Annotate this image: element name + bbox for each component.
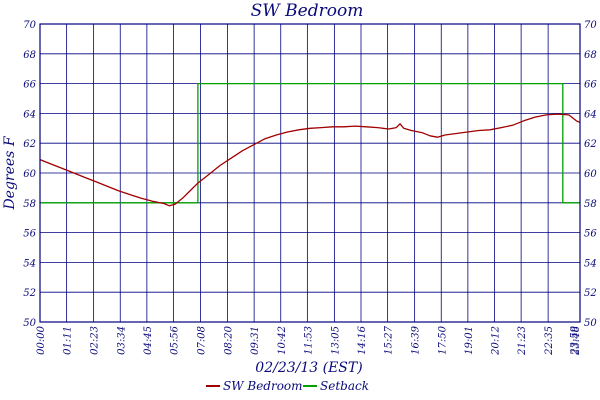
y-axis-left-ticks: 50 52 54 56 58 60 62 64 66 68 70 (23, 20, 36, 329)
y-tick-label-left: 60 (23, 169, 36, 180)
x-tick-label: 10:42 (277, 326, 288, 355)
x-tick-label: 02:23 (90, 326, 101, 355)
plot-frame (39, 23, 581, 323)
y-tick-label-right: 70 (584, 20, 597, 31)
series-line-sw-bedroom (39, 113, 580, 207)
x-tick-label: 05:56 (170, 325, 181, 354)
x-tick-label: 07:08 (197, 326, 208, 355)
y-tick-label-right: 58 (584, 199, 597, 210)
series-line-setback (40, 82, 580, 204)
x-tick-label: 11:53 (303, 326, 314, 355)
y-tick-label-left: 56 (23, 229, 36, 240)
y-tick-label-right: 60 (584, 169, 597, 180)
x-tick-label: 08:20 (224, 325, 235, 354)
x-tick-label: 22:35 (544, 326, 555, 356)
chart-legend: SW Bedroom Setback (206, 379, 369, 393)
y-tick-label-left: 68 (23, 50, 36, 61)
y-tick-label-right: 54 (584, 258, 597, 269)
y-tick-label-right: 68 (584, 50, 597, 61)
y-axis-right-ticks: 50 52 54 56 58 60 62 64 66 68 70 (584, 20, 597, 329)
x-axis-label: 02/23/13 (EST) (255, 360, 362, 376)
y-tick-label-left: 70 (23, 20, 36, 31)
y-tick-label-left: 50 (23, 318, 36, 329)
y-tick-label-left: 62 (23, 139, 36, 150)
x-axis-ticks: 00:00 01:11 02:23 03:34 04:45 05:56 07:08 08:20… (36, 325, 582, 355)
x-tick-label: 13:05 (330, 326, 341, 355)
y-tick-label-left: 64 (23, 109, 36, 120)
y-tick-label-right: 52 (584, 288, 597, 299)
y-tick-label-right: 66 (584, 80, 597, 91)
x-tick-label: 03:34 (116, 326, 127, 355)
y-tick-label-right: 56 (584, 229, 597, 240)
chart-title: SW Bedroom (251, 1, 364, 21)
x-tick-label: 04:45 (143, 326, 154, 355)
x-tick-label: 17:50 (437, 325, 448, 354)
x-tick-label: 23:59 (570, 325, 581, 355)
x-tick-label: 21:23 (517, 326, 528, 356)
x-tick-label: 16:39 (411, 325, 422, 354)
x-tick-label: 20:12 (491, 326, 502, 356)
x-tick-label: 23:46 (571, 325, 582, 355)
series-layer (39, 82, 580, 207)
legend-label: SW Bedroom (223, 379, 303, 393)
y-tick-label-right: 62 (584, 139, 597, 150)
y-axis-label: Degrees F (2, 135, 18, 210)
y-tick-label-left: 66 (23, 80, 36, 91)
y-tick-label-left: 54 (23, 258, 36, 269)
x-tick-label: 19:01 (464, 326, 475, 355)
y-tick-label-right: 64 (584, 109, 597, 120)
x-tick-label: 09:31 (250, 326, 261, 355)
x-tick-label: 14:16 (357, 325, 368, 354)
y-tick-label-left: 52 (23, 288, 36, 299)
x-tick-label: 15:27 (384, 325, 395, 354)
legend-label: Setback (320, 379, 369, 393)
y-tick-label-left: 58 (23, 199, 36, 210)
grid-lines (40, 24, 580, 322)
x-tick-label: 00:00 (36, 325, 47, 354)
y-tick-label-right: 50 (584, 318, 597, 329)
x-tick-label: 01:11 (63, 326, 74, 355)
